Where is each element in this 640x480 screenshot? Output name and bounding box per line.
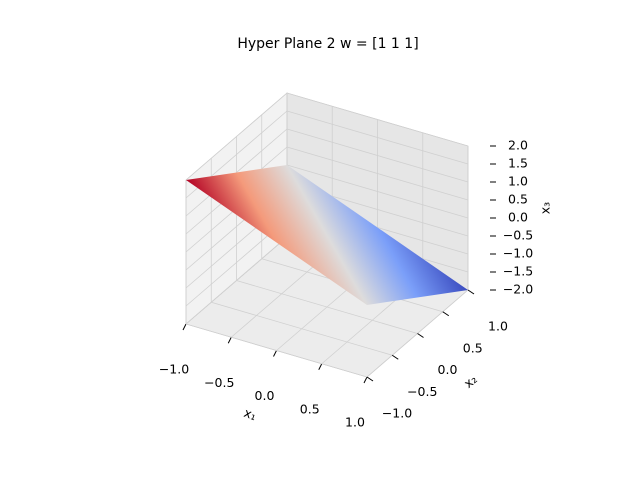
tick-mark [227, 337, 232, 344]
y-tick-label: 0.0 [438, 362, 458, 377]
z-tick-label: −0.5 [503, 228, 533, 243]
tick-mark [182, 323, 187, 331]
z-tick-label: 1.5 [508, 156, 528, 171]
x-tick-label: 0.0 [255, 388, 275, 403]
y-axis-label: x₂ [461, 371, 480, 390]
tick-mark [273, 350, 277, 357]
tick-mark [366, 376, 374, 382]
z-axis-label: x₃ [538, 202, 553, 214]
y-tick-label: 1.0 [488, 319, 508, 334]
z-tick-label: −1.0 [503, 246, 533, 261]
tick-mark [442, 311, 450, 317]
grid-line [185, 92, 288, 181]
y-tick-label: 0.5 [463, 340, 483, 355]
grid-line [286, 164, 469, 219]
x-tick-label: 0.5 [300, 401, 320, 416]
z-tick-label: 0.5 [508, 192, 528, 207]
grid-line [185, 236, 288, 325]
tick-mark [417, 333, 424, 338]
x-tick-label: −0.5 [204, 375, 234, 390]
x-tick-label: 1.0 [345, 415, 365, 430]
tick-mark [363, 376, 368, 384]
grid-line [286, 110, 469, 165]
grid-line [211, 301, 393, 356]
grid-line [236, 280, 418, 334]
grid-line [286, 146, 469, 201]
tick-mark [467, 289, 475, 295]
y-tick-label: −0.5 [407, 384, 437, 399]
z-tick-label: −1.5 [503, 264, 533, 279]
z-tick-label: 1.0 [508, 174, 528, 189]
surface [186, 165, 468, 305]
grid-line [185, 323, 368, 378]
y-tick-label: −1.0 [382, 406, 412, 421]
chart-title: Hyper Plane 2 w = [1 1 1] [237, 36, 418, 52]
z-tick-label: 2.0 [508, 138, 528, 153]
x-axis-label: x₁ [242, 405, 259, 423]
z-tick-label: −2.0 [503, 282, 533, 297]
x-tick-label: −1.0 [159, 362, 189, 377]
z-tick-label: 0.0 [508, 210, 528, 225]
tick-mark [318, 363, 323, 370]
grid-line [286, 128, 469, 183]
tick-mark [391, 354, 399, 360]
grid-line [286, 92, 469, 147]
